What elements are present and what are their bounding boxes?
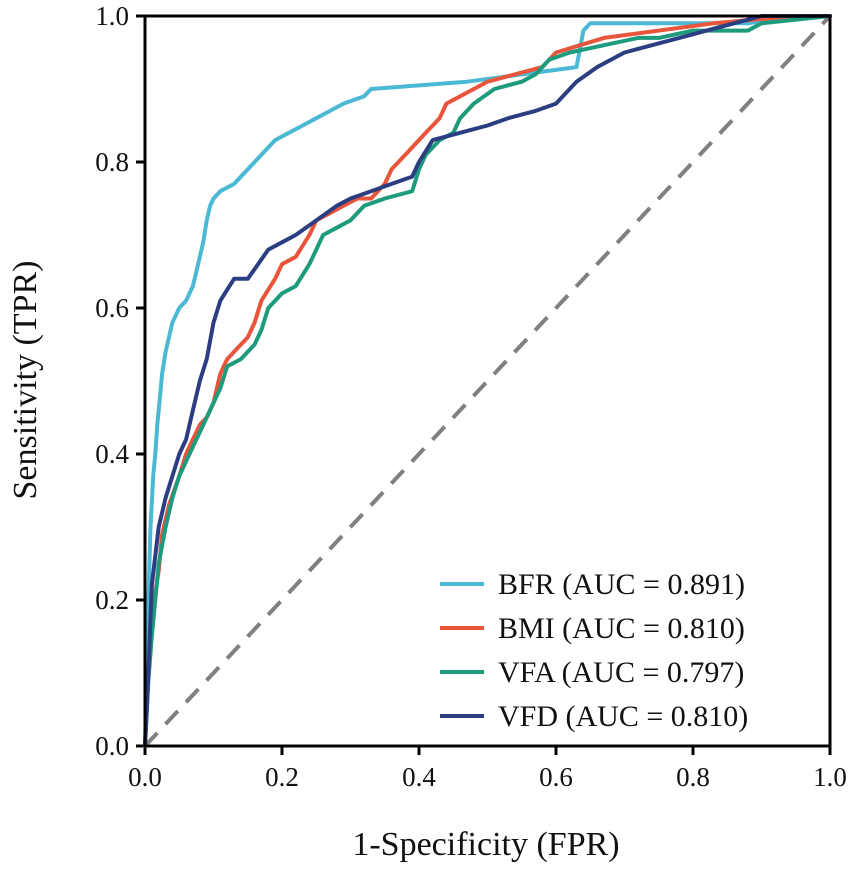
x-tick-label: 0.0 bbox=[128, 762, 162, 792]
y-axis-title-group: Sensitivity (TPR) bbox=[7, 261, 44, 500]
roc-line-vfa bbox=[143, 14, 832, 748]
x-tick-label: 0.4 bbox=[402, 762, 436, 792]
x-axis-title: 1-Specificity (FPR) bbox=[352, 826, 619, 863]
reference-line-group bbox=[143, 14, 832, 748]
legend-label-bmi: BMI (AUC = 0.810) bbox=[498, 612, 745, 645]
x-tick-label: 0.2 bbox=[265, 762, 299, 792]
y-tick-label: 0.0 bbox=[95, 731, 129, 761]
legend-label-bfr: BFR (AUC = 0.891) bbox=[498, 568, 745, 601]
axis-ticks: 0.0 0.2 0.4 0.6 0.8 1.0 0.0 0.2 0.4 0.6 0.8 1.0 bbox=[95, 1, 847, 792]
y-tick-label: 0.6 bbox=[95, 293, 129, 323]
legend: BFR (AUC = 0.891) BMI (AUC = 0.810) VFA (A… bbox=[440, 568, 748, 733]
x-tick-label: 1.0 bbox=[813, 762, 847, 792]
chance-reference-line bbox=[143, 14, 832, 748]
y-tick-label: 0.8 bbox=[95, 147, 129, 177]
plot-frame bbox=[143, 14, 832, 748]
y-tick-label: 1.0 bbox=[95, 1, 129, 31]
series-lines bbox=[143, 14, 832, 748]
roc-line-vfd bbox=[143, 14, 832, 748]
x-tick-label: 0.6 bbox=[539, 762, 573, 792]
y-axis-title: Sensitivity (TPR) bbox=[7, 261, 44, 500]
y-tick-label: 0.2 bbox=[95, 585, 129, 615]
x-tick-label: 0.8 bbox=[676, 762, 710, 792]
roc-line-bfr bbox=[143, 14, 832, 748]
y-tick-label: 0.4 bbox=[95, 439, 129, 469]
legend-label-vfd: VFD (AUC = 0.810) bbox=[498, 700, 748, 733]
legend-label-vfa: VFA (AUC = 0.797) bbox=[498, 656, 744, 689]
